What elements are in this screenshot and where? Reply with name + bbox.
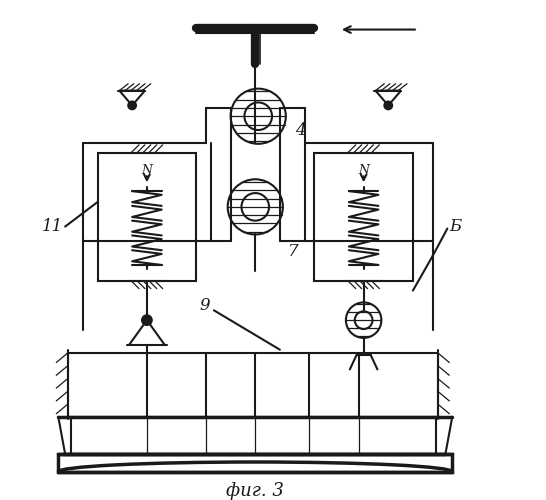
- Bar: [68, 352, 437, 416]
- Circle shape: [127, 100, 137, 110]
- Text: N: N: [141, 164, 152, 177]
- Circle shape: [228, 180, 283, 234]
- Circle shape: [346, 302, 381, 338]
- Polygon shape: [376, 90, 401, 106]
- Bar: [58, 454, 452, 472]
- Polygon shape: [120, 90, 145, 106]
- Circle shape: [383, 100, 393, 110]
- Bar: [71, 416, 436, 454]
- Circle shape: [355, 312, 372, 329]
- Bar: [314, 152, 413, 280]
- Text: Б: Б: [449, 218, 461, 235]
- Text: 7: 7: [288, 242, 299, 260]
- Circle shape: [141, 314, 153, 326]
- Text: 4: 4: [295, 122, 305, 138]
- Bar: [98, 152, 196, 280]
- Text: 11: 11: [41, 218, 63, 235]
- Circle shape: [245, 102, 272, 130]
- Text: N: N: [358, 164, 369, 177]
- Circle shape: [230, 88, 286, 144]
- Text: 9: 9: [199, 297, 210, 314]
- Text: фиг. 3: фиг. 3: [227, 482, 284, 500]
- Circle shape: [241, 193, 269, 220]
